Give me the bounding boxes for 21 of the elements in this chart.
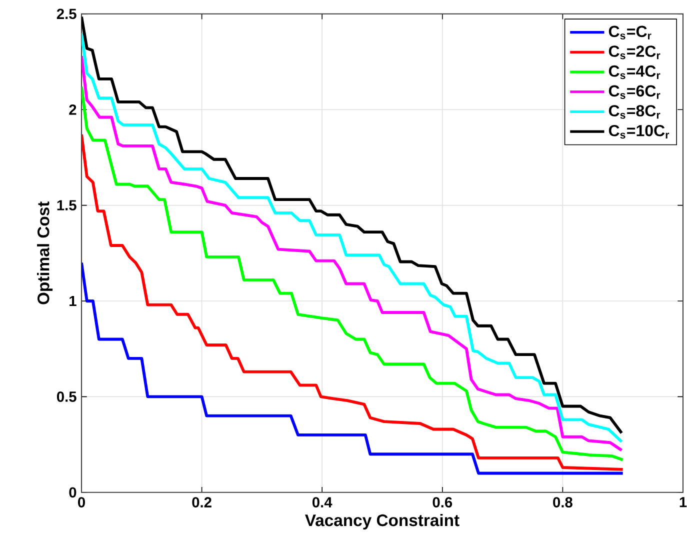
legend-label: C$_{s}$=10C$_{r}$ — [608, 124, 670, 139]
x-tick-label: 0.4 — [312, 497, 332, 508]
legend-label: C$_{s}$=2C$_{r}$ — [608, 46, 660, 60]
x-axis-title: Vacancy Constraint — [305, 514, 460, 530]
x-tick-label: 0.2 — [192, 497, 212, 508]
legend-label: C$_{s}$=4C$_{r}$ — [608, 65, 660, 80]
y-tick-label: 0.5 — [56, 392, 76, 402]
y-tick-label: 1 — [70, 296, 76, 306]
line-series — [82, 261, 624, 475]
legend-label: C$_{s}$=6C$_{r}$ — [608, 85, 660, 99]
y-tick-label: 2.5 — [56, 8, 76, 20]
x-tick-label: 1 — [680, 497, 687, 508]
x-tick-label: 0.6 — [432, 497, 452, 508]
legend-label: C$_{s}$=C$_{r}$ — [608, 26, 652, 40]
y-tick-label: 1.5 — [57, 200, 76, 210]
x-tick-label: 0 — [78, 497, 85, 508]
y-tick-label: 2 — [69, 104, 76, 115]
x-tick-label: 0.8 — [553, 497, 572, 508]
y-axis-title: Optimal Cost — [37, 201, 53, 304]
legend-label: C$_{s}$=8C$_{r}$ — [608, 105, 660, 119]
y-tick-label: 0 — [69, 487, 76, 498]
